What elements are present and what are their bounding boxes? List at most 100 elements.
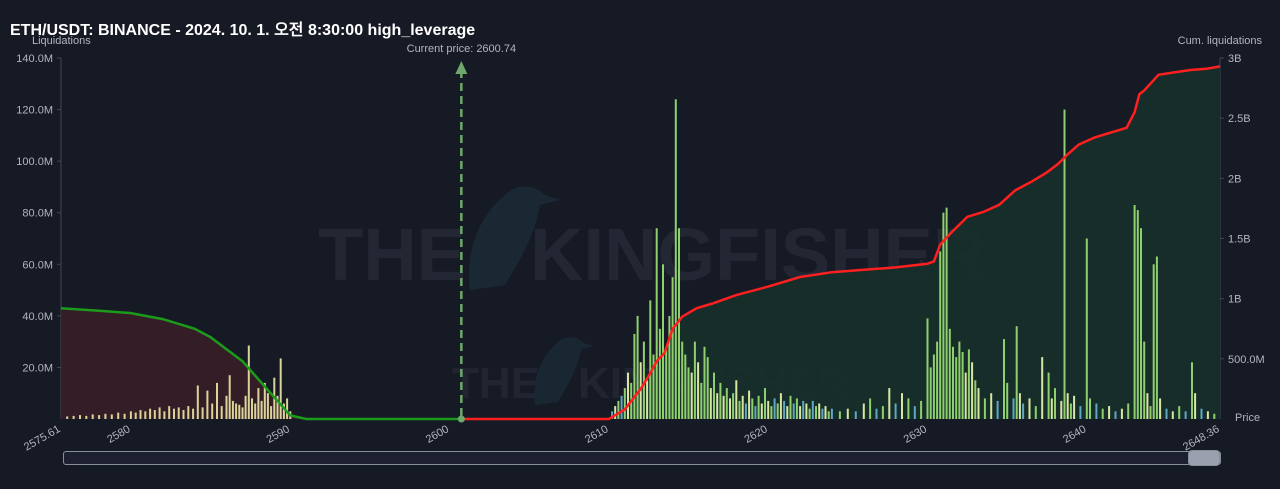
liquidation-bar xyxy=(854,411,857,419)
liquidation-bar xyxy=(687,367,690,419)
current-price-arrow-icon xyxy=(455,61,468,74)
liquidation-bar xyxy=(971,362,974,419)
liquidation-bar xyxy=(182,410,185,419)
y-right-tick-label: 2.5B xyxy=(1228,113,1251,125)
liquidation-bar xyxy=(690,372,693,419)
liquidation-bar xyxy=(66,416,69,419)
liquidation-bar xyxy=(244,395,247,419)
liquidation-bar xyxy=(1003,339,1005,419)
liquidation-bar xyxy=(238,404,241,419)
liquidation-bar xyxy=(1054,388,1056,419)
liquidation-bar xyxy=(738,400,741,419)
liquidation-bar xyxy=(815,406,817,419)
liquidation-bar xyxy=(830,408,833,419)
liquidation-bar xyxy=(786,406,789,419)
liquidation-bar xyxy=(225,395,228,419)
liquidation-bar xyxy=(827,411,830,419)
liquidation-bar xyxy=(279,358,282,419)
chart-title: ETH/USDT: BINANCE - 2024. 10. 1. 오전 8:30… xyxy=(10,22,476,39)
liquidation-bar xyxy=(241,407,244,419)
liquidation-bar xyxy=(1143,341,1146,419)
liquidation-bar xyxy=(216,382,218,419)
liquidation-bar xyxy=(91,414,94,419)
liquidation-bar xyxy=(783,400,786,419)
y-right-tick-label: 1.5B xyxy=(1228,234,1251,246)
y-right-tick-label: 3B xyxy=(1228,53,1241,65)
x-range-end-label: 2648.36 xyxy=(1181,423,1221,453)
liquidation-bar xyxy=(251,398,253,419)
liquidation-bar xyxy=(649,300,652,419)
liquidation-bar xyxy=(920,400,923,419)
y-right-tick-label: 2B xyxy=(1228,173,1241,185)
liquidation-bar xyxy=(862,403,865,419)
liquidation-bar xyxy=(1146,393,1149,419)
scrollbar-handle[interactable] xyxy=(1188,450,1220,466)
liquidation-bar xyxy=(247,345,250,419)
liquidation-bar xyxy=(153,410,156,419)
liquidation-bar xyxy=(811,400,814,419)
liquidation-bar xyxy=(713,372,715,419)
liquidation-bar xyxy=(1079,406,1082,419)
liquidation-bar xyxy=(706,357,709,419)
current-price-label: Current price: 2600.74 xyxy=(407,43,516,55)
liquidation-bar xyxy=(79,415,81,419)
liquidation-bar xyxy=(257,388,260,419)
liquidation-bar xyxy=(942,212,945,419)
liquidation-bar xyxy=(192,408,195,419)
liquidation-bar xyxy=(977,388,980,419)
liquidation-bar xyxy=(725,388,728,419)
liquidation-bar xyxy=(1089,398,1091,419)
liquidation-bar xyxy=(936,341,939,419)
liquidation-bar xyxy=(748,390,751,419)
liquidation-bar xyxy=(163,411,166,419)
liquidation-bar xyxy=(1022,403,1025,419)
liquidation-bar xyxy=(1133,205,1136,419)
liquidation-bar xyxy=(799,406,802,419)
cum-long-line xyxy=(461,65,1221,421)
liquidation-bar xyxy=(1034,406,1037,419)
liquidation-bar xyxy=(1015,326,1018,419)
liquidation-bar xyxy=(958,341,961,419)
liquidation-bar xyxy=(735,380,738,419)
liquidation-bar xyxy=(1041,357,1044,419)
liquidation-bar xyxy=(792,403,795,419)
liquidation-bar xyxy=(668,315,671,419)
liquidation-bar xyxy=(134,412,137,419)
liquidation-bar xyxy=(260,400,263,419)
liquidation-bar xyxy=(821,408,824,419)
liquidation-bar xyxy=(1073,395,1076,419)
y-right-axis-label: Cum. liquidations xyxy=(1178,35,1263,47)
liquidation-bar xyxy=(611,411,614,419)
liquidation-bar xyxy=(211,403,214,419)
liquidation-bar xyxy=(757,395,760,419)
liquidation-bar xyxy=(1136,210,1139,419)
liquidation-bar xyxy=(926,318,929,419)
liquidation-bar xyxy=(72,415,75,419)
liquidation-bar xyxy=(974,380,977,419)
liquidation-bar xyxy=(929,367,932,419)
y-left-tick-label: 100.0M xyxy=(16,156,53,168)
liquidation-bar xyxy=(732,393,735,419)
liquidation-bar xyxy=(633,333,636,419)
liquidation-bar xyxy=(1159,398,1162,419)
range-scrollbar[interactable] xyxy=(63,450,1221,466)
x-tick-label: 2590 xyxy=(265,423,292,446)
liquidation-bar xyxy=(1155,256,1158,419)
liquidation-bar xyxy=(235,403,238,419)
current-price-dot xyxy=(457,415,465,423)
liquidation-bar xyxy=(1191,362,1193,419)
y-right-ticks: 500.0M 1B 1.5B 2B 2.5B 3B xyxy=(1220,53,1265,366)
liquidation-bar xyxy=(117,412,120,419)
cumulative-lines xyxy=(60,65,1221,421)
liquidation-bar xyxy=(123,413,126,419)
liquidation-bar xyxy=(1140,228,1142,419)
liquidation-bar xyxy=(177,407,180,419)
liquidation-bar xyxy=(805,403,808,419)
liquidation-bar xyxy=(1120,408,1123,419)
liquidation-bar xyxy=(770,406,773,419)
liquidation-bar xyxy=(722,395,725,419)
liquidation-bar xyxy=(266,393,269,419)
liquidation-bar xyxy=(751,398,754,419)
liquidation-bar xyxy=(220,406,223,419)
liquidation-bar xyxy=(286,398,289,419)
